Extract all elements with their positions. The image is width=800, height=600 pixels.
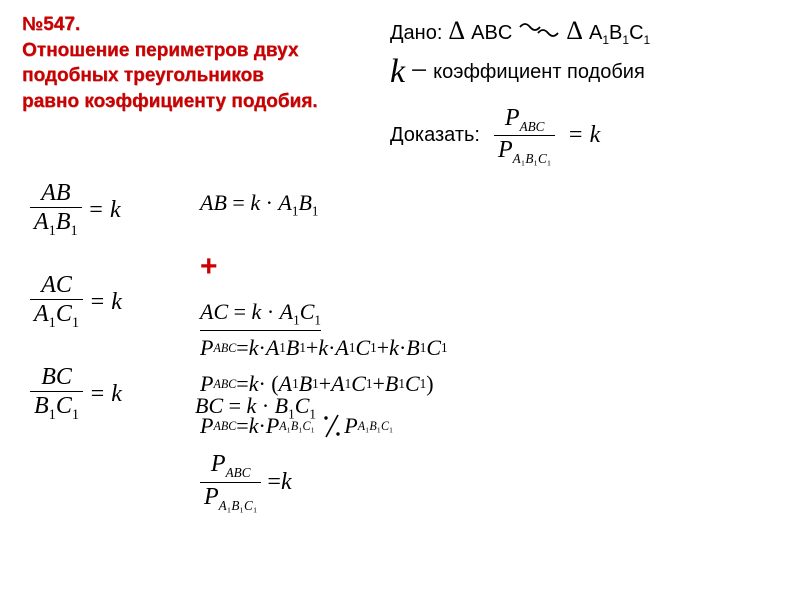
statement-1: Отношение периметров двух <box>22 40 298 61</box>
given-block: Дано: Δ ABC Δ A1B1C1 k − коэффициент под… <box>390 16 650 167</box>
ratio-1: AB A1B1 = k <box>30 180 122 240</box>
ratio-column: AB A1B1 = k AC A1C1 = k BC B1C1 = k <box>30 180 122 424</box>
step-3: PABC = k · A1B1 + k · A1C1 + k · B1C1 <box>200 335 448 361</box>
plus-symbol: + <box>200 250 218 284</box>
problem-number: №547. <box>22 14 80 35</box>
triangle2: A1B1C1 <box>589 22 650 47</box>
triangle1: ABC <box>471 22 512 45</box>
k-symbol: k <box>390 53 405 90</box>
triangle-icon-2: Δ <box>566 16 583 46</box>
prove-eq-k: = k <box>567 122 600 149</box>
prove-label: Доказать: <box>390 124 480 147</box>
prove-fraction: PABC PA₁B₁C₁ <box>494 105 555 167</box>
step-1: AB = k · A1B1 <box>200 190 319 219</box>
given-label: Дано: <box>390 22 442 45</box>
problem-title: №547. Отношение периметров двух подобных… <box>22 12 372 115</box>
k-description: коэффициент подобия <box>433 61 645 83</box>
given-row: Дано: Δ ABC Δ A1B1C1 <box>390 16 650 47</box>
ratio-2: AC A1C1 = k <box>30 272 122 332</box>
triangle-icon: Δ <box>448 16 465 46</box>
proof-block: AC = k · A1C1 PABC = k · A1B1 + k · A1C1… <box>200 295 448 517</box>
k-definition: k − коэффициент подобия <box>390 53 650 91</box>
statement-2: подобных треугольников <box>22 65 264 86</box>
prove-expr: PABC PA₁B₁C₁ = k <box>494 105 600 167</box>
step-final: PABC PA₁B₁C₁ = k <box>200 451 448 513</box>
ratio-3: BC B1C1 = k <box>30 364 122 424</box>
similar-icon <box>518 21 560 39</box>
step-2: AC = k · A1C1 <box>200 299 448 331</box>
k-dash: − <box>411 54 428 87</box>
divide-icon <box>320 411 344 441</box>
statement-3: равно коэффициенту подобия. <box>22 91 318 112</box>
prove-row: Доказать: PABC PA₁B₁C₁ = k <box>390 105 650 167</box>
